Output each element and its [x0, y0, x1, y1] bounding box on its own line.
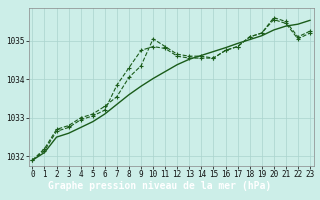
- Text: Graphe pression niveau de la mer (hPa): Graphe pression niveau de la mer (hPa): [48, 181, 272, 191]
